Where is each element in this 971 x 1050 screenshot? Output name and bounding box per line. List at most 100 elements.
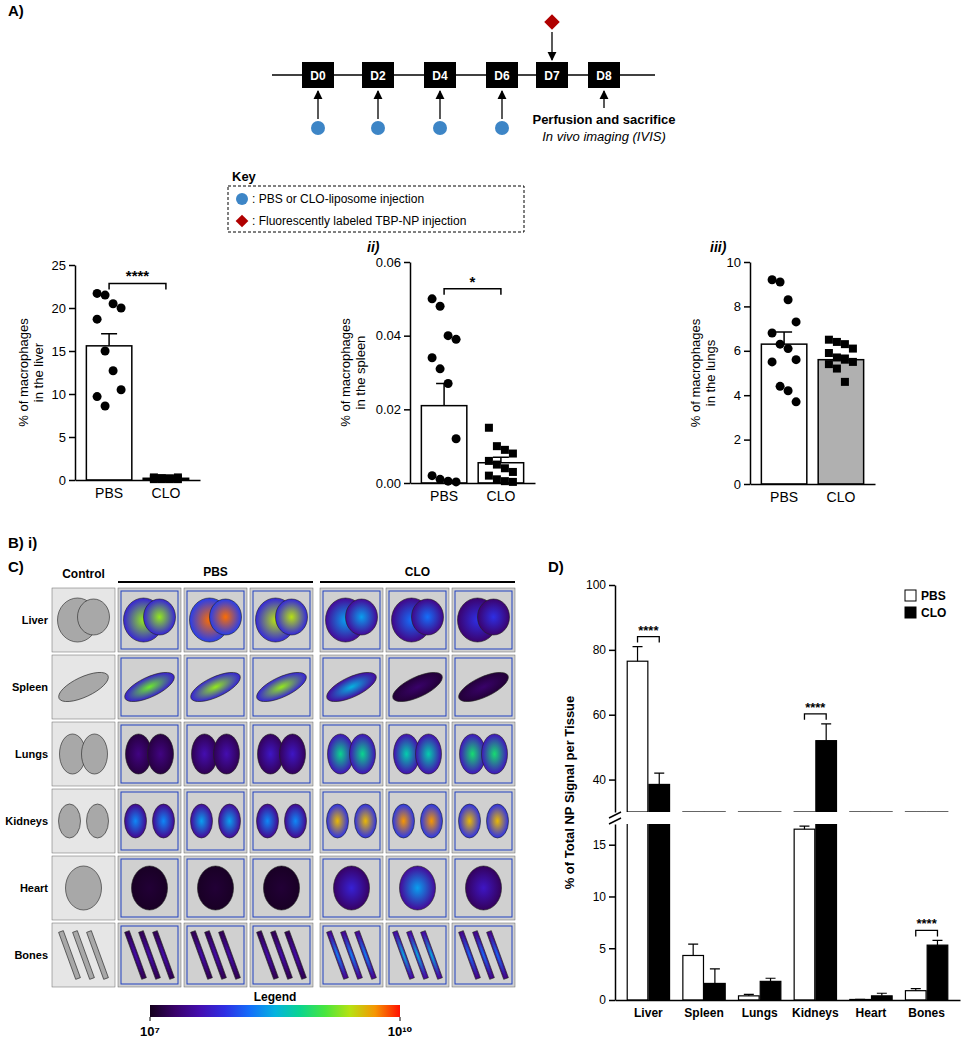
error-bar: [688, 944, 698, 955]
tick: 5: [599, 942, 615, 956]
image-background: [118, 588, 181, 652]
roi-box: [121, 792, 178, 850]
x-axis: PBSCLO: [76, 480, 201, 501]
data-point: [117, 385, 126, 394]
tick-label: 10: [52, 387, 66, 402]
data-point: [444, 379, 453, 388]
data-point: [117, 304, 126, 313]
tick: 10: [593, 890, 615, 904]
plot-area: [627, 824, 948, 1000]
x-axis: PBSCLO: [411, 483, 536, 504]
image-cell: [184, 789, 247, 853]
day-box: [536, 62, 568, 88]
data-point: [101, 402, 110, 411]
y-axis-title: % of macrophages: [688, 318, 703, 427]
tick: Lungs: [742, 1000, 778, 1020]
injection-circle: [433, 121, 447, 135]
colorbar-tick: [400, 1017, 401, 1021]
tick-label: 0: [59, 473, 66, 488]
image-background: [118, 923, 181, 987]
image-cell: [250, 856, 313, 920]
tick: 5: [59, 430, 75, 445]
tick: Kidneys: [792, 1000, 839, 1020]
organ-signal: [466, 866, 502, 910]
tick-label: CLO: [152, 485, 181, 501]
colorbar-label: 10⁷: [140, 1024, 160, 1039]
day-label: D2: [370, 69, 386, 83]
significance: ****: [805, 700, 826, 715]
roi-box: [253, 658, 310, 716]
image-background: [386, 655, 449, 719]
control-organ: [87, 931, 109, 980]
data-point: [93, 315, 102, 324]
tick: PBS: [430, 483, 458, 504]
data-point: [493, 442, 501, 450]
y-axis: 0246810: [727, 255, 751, 492]
row-label: Liver: [22, 614, 49, 626]
header-rule: [320, 581, 515, 583]
panel-label: B) i): [8, 534, 37, 551]
data-point: [841, 378, 849, 386]
organ-signal: [285, 931, 307, 980]
tick: 60: [593, 708, 615, 722]
data-point: [436, 475, 445, 484]
roi-box: [253, 792, 310, 850]
tick-label: Spleen: [684, 1006, 723, 1020]
data-point: [93, 392, 102, 401]
injection-circle: [371, 121, 385, 135]
end-sublabel: In vivo imaging (IVIS): [542, 129, 666, 144]
column-header: Control: [62, 567, 105, 581]
image-background: [320, 588, 383, 652]
organ-signal: [459, 804, 481, 838]
image-cell: [386, 655, 449, 719]
tick-mark: [609, 779, 615, 781]
data-point: [444, 477, 453, 486]
image-cell: [52, 588, 115, 652]
organ-signal: [144, 599, 176, 635]
y-axis: 0510152025: [52, 258, 76, 488]
tick: 10: [727, 255, 750, 270]
organ-signal: [350, 734, 376, 774]
organ-signal: [455, 667, 512, 708]
legend-swatch: [905, 607, 916, 618]
image-background: [250, 789, 313, 853]
image-cell: [118, 655, 181, 719]
tick: 0: [59, 473, 75, 488]
bar: [421, 406, 466, 483]
roi-box: [389, 926, 446, 984]
image-background: [118, 789, 181, 853]
image-background: [52, 923, 115, 987]
tick-mark: [744, 351, 750, 353]
organ-signal: [416, 734, 442, 774]
image-cell: [386, 722, 449, 786]
tick-mark: [744, 484, 750, 486]
legend-label: PBS: [921, 589, 946, 603]
tick: 0.00: [376, 476, 410, 491]
arrow: [603, 91, 604, 108]
roi-box: [455, 859, 512, 917]
image-background: [250, 722, 313, 786]
row-label: Heart: [20, 882, 48, 894]
colorbar: [150, 1005, 400, 1017]
image-background: [320, 923, 383, 987]
image-cell: [184, 923, 247, 987]
data-point: [109, 366, 118, 375]
data-point: [768, 357, 777, 366]
roi-box: [121, 591, 178, 649]
tick-label: 10: [593, 890, 607, 904]
roi-box: [389, 658, 446, 716]
tick-mark: [69, 351, 75, 353]
tick-mark: [609, 844, 615, 846]
image-background: [52, 722, 115, 786]
organ-signal: [121, 667, 178, 708]
plot-area: [761, 275, 863, 484]
organ-signal: [478, 599, 510, 635]
significance: *: [470, 273, 476, 290]
tick-mark: [404, 335, 410, 337]
roi-box: [323, 859, 380, 917]
tick-label: 0: [734, 477, 741, 492]
organ-signal: [132, 866, 168, 910]
organ-signal: [393, 804, 415, 838]
roi-box: [455, 658, 512, 716]
organ-signal: [355, 804, 377, 838]
